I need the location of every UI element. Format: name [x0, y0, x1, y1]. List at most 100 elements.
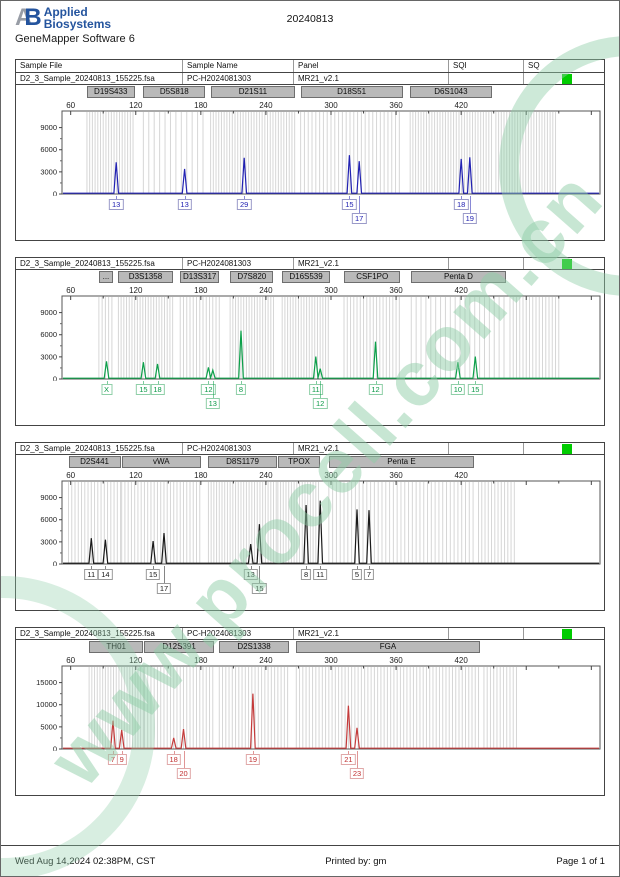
marker-box-D7S820: D7S820: [230, 271, 274, 283]
sq-value: [524, 73, 606, 84]
electropherogram-plot-black: 60 120 180 240 300 360 420 9000 6000 3000 0: [40, 471, 601, 567]
sample-name-value: PC-H2024081303: [183, 73, 294, 84]
panel-value: MR21_v2.1: [294, 443, 449, 454]
footer-printed-by: Printed by: gm: [325, 855, 387, 867]
allele-label: 8: [235, 384, 247, 395]
brand-line-2: Biosystems: [43, 17, 112, 31]
col-panel: Panel: [294, 60, 449, 72]
col-sqi: SQI: [449, 60, 524, 72]
marker-row: TH01 D12S391 D2S1338 FGA: [16, 640, 604, 655]
marker-box-PentaD: Penta D: [411, 271, 506, 283]
allele-label: 23: [349, 768, 365, 779]
svg-text:300: 300: [324, 656, 338, 665]
report-footer: Wed Aug 14,2024 02:38PM, CST Printed by:…: [1, 845, 619, 876]
svg-text:60: 60: [66, 656, 75, 665]
allele-label: 11: [313, 569, 328, 580]
panel-section-blue: D2_3_Sample_20240813_155225.fsa PC-H20240…: [15, 72, 605, 241]
allele-connector: [375, 381, 377, 384]
allele-connector: [157, 381, 159, 384]
svg-text:0: 0: [53, 560, 57, 567]
marker-box-FGA: FGA: [296, 641, 480, 653]
svg-text:0: 0: [53, 190, 57, 197]
sample-row: D2_3_Sample_20240813_155225.fsa PC-H20240…: [16, 443, 604, 455]
svg-text:420: 420: [454, 286, 468, 295]
allele-connector: [349, 196, 351, 199]
allele-connector: [475, 381, 477, 384]
col-sq: SQ: [528, 61, 540, 70]
marker-box-D2S1338: D2S1338: [219, 641, 289, 653]
svg-text:300: 300: [324, 286, 338, 295]
allele-label: 20: [176, 768, 191, 779]
panel-section-red: D2_3_Sample_20240813_155225.fsa PC-H20240…: [15, 627, 605, 796]
allele-label: 13: [177, 199, 192, 210]
marker-row: D2S441 vWA D8S1179 TPOX Penta E: [16, 455, 604, 470]
marker-box-D18S51: D18S51: [300, 86, 403, 98]
allele-connector: [348, 751, 350, 754]
allele-label: 12: [313, 398, 328, 409]
allele-label: 8: [301, 569, 312, 580]
allele-connector: [105, 566, 107, 569]
sq-quality-indicator: [562, 258, 572, 269]
allele-label: 13: [109, 199, 124, 210]
svg-text:360: 360: [389, 101, 403, 110]
sq-value: [524, 258, 606, 269]
allele-label: 18: [150, 384, 165, 395]
table-header-row: Sample File Sample Name Panel SQI SQ: [16, 60, 604, 72]
col-sample-file: Sample File: [16, 60, 183, 72]
svg-text:240: 240: [259, 101, 273, 110]
svg-text:5000: 5000: [40, 722, 57, 731]
sample-file-value: D2_3_Sample_20240813_155225.fsa: [16, 443, 183, 454]
marker-box-TPOX: TPOX: [277, 456, 321, 468]
allele-label: 12: [201, 384, 216, 395]
allele-connector: [212, 381, 214, 398]
svg-text:420: 420: [454, 471, 468, 480]
sample-file-value: D2_3_Sample_20240813_155225.fsa: [16, 258, 183, 269]
electropherogram-plot-blue: 60 120 180 240 300 360 420 9000 6000 3000 0: [40, 101, 601, 197]
marker-box-D3S1358: D3S1358: [118, 271, 173, 283]
allele-connector: [173, 751, 175, 754]
marker-box-PentaE: Penta E: [328, 456, 475, 468]
marker-box-vWA: vWA: [121, 456, 201, 468]
panel-value: MR21_v2.1: [294, 258, 449, 269]
marker-box-TH01: TH01: [89, 641, 144, 653]
svg-text:60: 60: [66, 286, 75, 295]
sample-name-value: PC-H2024081303: [183, 443, 294, 454]
sample-row: D2_3_Sample_20240813_155225.fsa PC-H20240…: [16, 73, 604, 85]
svg-text:240: 240: [259, 286, 273, 295]
allele-label: 11: [308, 384, 323, 395]
allele-connector: [121, 751, 123, 754]
svg-text:60: 60: [66, 101, 75, 110]
sample-name-value: PC-H2024081303: [183, 628, 294, 639]
svg-text:120: 120: [129, 101, 143, 110]
svg-text:240: 240: [259, 656, 273, 665]
allele-label: 15: [342, 199, 357, 210]
marker-box-D19S433: D19S433: [86, 86, 135, 98]
sample-row: D2_3_Sample_20240813_155225.fsa PC-H20240…: [16, 258, 604, 270]
svg-text:3000: 3000: [40, 167, 57, 176]
footer-timestamp: Wed Aug 14,2024 02:38PM, CST: [15, 855, 156, 867]
report-header: AB Applied Biosystems GeneMapper Softwar…: [15, 6, 605, 56]
allele-connector: [143, 381, 145, 384]
svg-text:0: 0: [53, 745, 57, 752]
sample-file-value: D2_3_Sample_20240813_155225.fsa: [16, 628, 183, 639]
svg-text:180: 180: [194, 656, 208, 665]
panel-section-green: D2_3_Sample_20240813_155225.fsa PC-H20240…: [15, 257, 605, 426]
svg-text:360: 360: [389, 656, 403, 665]
marker-box-: ...: [98, 271, 113, 283]
svg-text:10000: 10000: [36, 700, 57, 709]
allele-connector: [183, 751, 185, 768]
allele-connector: [457, 381, 459, 384]
allele-label-row: 13 13 29 15 17 18 19: [16, 196, 604, 240]
svg-text:120: 120: [129, 656, 143, 665]
marker-box-D5S818: D5S818: [143, 86, 206, 98]
electropherogram-plot-green: 60 120 180 240 300 360 420 9000 6000 3000 0: [40, 286, 601, 381]
allele-label-row: 11 14 15 17 13 15 8 11 5 7: [16, 566, 604, 610]
allele-connector: [164, 566, 165, 583]
brand-name: Applied Biosystems: [44, 6, 111, 30]
svg-text:120: 120: [129, 286, 143, 295]
allele-label: 13: [243, 569, 258, 580]
marker-box-D13S317: D13S317: [180, 271, 220, 283]
svg-text:60: 60: [66, 471, 75, 480]
allele-label: 19: [462, 213, 477, 224]
